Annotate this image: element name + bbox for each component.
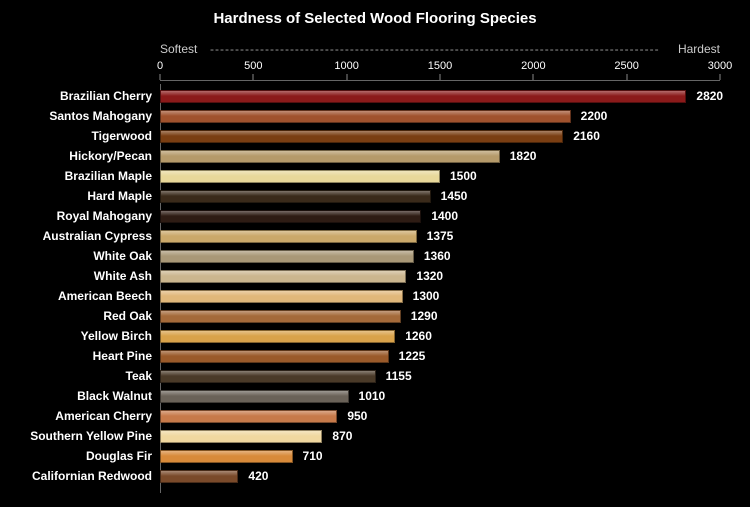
- bar-row: American Beech1300: [160, 288, 720, 305]
- bar-row: Australian Cypress1375: [160, 228, 720, 245]
- bar-row: Heart Pine1225: [160, 348, 720, 365]
- bar: [160, 90, 686, 103]
- scale-label-softest: Softest: [160, 42, 197, 56]
- bar: [160, 290, 403, 303]
- bar-row: Southern Yellow Pine870: [160, 428, 720, 445]
- category-label: Hard Maple: [87, 188, 152, 205]
- category-label: Southern Yellow Pine: [30, 428, 152, 445]
- bar: [160, 310, 401, 323]
- bar-row: Yellow Birch1260: [160, 328, 720, 345]
- bar: [160, 430, 322, 443]
- value-label: 2820: [696, 88, 723, 105]
- bar-row: Brazilian Maple1500: [160, 168, 720, 185]
- bar-row: Hard Maple1450: [160, 188, 720, 205]
- value-label: 1400: [431, 208, 458, 225]
- value-label: 2160: [573, 128, 600, 145]
- bar: [160, 330, 395, 343]
- value-label: 1290: [411, 308, 438, 325]
- value-label: 1320: [416, 268, 443, 285]
- bar-row: Douglas Fir710: [160, 448, 720, 465]
- plot-area: Brazilian Cherry2820 Santos Mahogany2200 T…: [160, 84, 720, 493]
- category-label: Hickory/Pecan: [69, 148, 152, 165]
- value-label: 870: [332, 428, 352, 445]
- bar-row: Hickory/Pecan1820: [160, 148, 720, 165]
- category-label: Black Walnut: [77, 388, 152, 405]
- x-axis-line: [160, 80, 720, 81]
- bar: [160, 230, 417, 243]
- category-label: Santos Mahogany: [49, 108, 152, 125]
- category-label: Yellow Birch: [81, 328, 152, 345]
- bar-row: Black Walnut1010: [160, 388, 720, 405]
- x-tick-label: 1000: [334, 60, 358, 72]
- category-label: Royal Mahogany: [57, 208, 152, 225]
- bar-row: Californian Redwood420: [160, 468, 720, 485]
- scale-label-hardest: Hardest: [678, 42, 720, 56]
- category-label: Brazilian Cherry: [60, 88, 152, 105]
- bar: [160, 110, 571, 123]
- category-label: Red Oak: [103, 308, 152, 325]
- bar: [160, 190, 431, 203]
- bar-row: Santos Mahogany2200: [160, 108, 720, 125]
- bar: [160, 450, 293, 463]
- category-label: American Beech: [58, 288, 152, 305]
- x-tick-label: 1500: [428, 60, 452, 72]
- x-tick-label: 500: [244, 60, 262, 72]
- value-label: 1500: [450, 168, 477, 185]
- bar-row: Teak1155: [160, 368, 720, 385]
- value-label: 1225: [399, 348, 426, 365]
- bar-row: American Cherry950: [160, 408, 720, 425]
- category-label: Douglas Fir: [86, 448, 152, 465]
- bar: [160, 270, 406, 283]
- value-label: 1300: [413, 288, 440, 305]
- bar: [160, 470, 238, 483]
- category-label: Teak: [126, 368, 152, 385]
- x-tick-label: 2500: [614, 60, 638, 72]
- bar: [160, 250, 414, 263]
- bar-row: Tigerwood2160: [160, 128, 720, 145]
- bar-row: Royal Mahogany1400: [160, 208, 720, 225]
- x-axis: 050010001500200025003000: [160, 60, 720, 78]
- category-label: Brazilian Maple: [65, 168, 152, 185]
- value-label: 1010: [359, 388, 386, 405]
- category-label: American Cherry: [55, 408, 152, 425]
- value-label: 1360: [424, 248, 451, 265]
- x-tick-label: 0: [157, 60, 163, 72]
- value-label: 710: [303, 448, 323, 465]
- bar-row: White Oak1360: [160, 248, 720, 265]
- x-tick-label: 3000: [708, 60, 732, 72]
- category-label: White Oak: [93, 248, 152, 265]
- value-label: 420: [248, 468, 268, 485]
- category-label: White Ash: [94, 268, 152, 285]
- chart-title: Hardness of Selected Wood Flooring Speci…: [0, 10, 750, 27]
- value-label: 2200: [581, 108, 608, 125]
- value-label: 1820: [510, 148, 537, 165]
- bar: [160, 150, 500, 163]
- value-label: 1375: [427, 228, 454, 245]
- value-label: 950: [347, 408, 367, 425]
- bar: [160, 130, 563, 143]
- bar: [160, 350, 389, 363]
- x-tick-label: 2000: [521, 60, 545, 72]
- category-label: Australian Cypress: [43, 228, 152, 245]
- bar: [160, 170, 440, 183]
- bar: [160, 210, 421, 223]
- bar-row: White Ash1320: [160, 268, 720, 285]
- scale-dashes: ----------------------------------------…: [210, 42, 660, 56]
- bar: [160, 410, 337, 423]
- value-label: 1450: [441, 188, 468, 205]
- value-label: 1260: [405, 328, 432, 345]
- value-label: 1155: [386, 368, 412, 385]
- bar: [160, 370, 376, 383]
- bar: [160, 390, 349, 403]
- bar-row: Brazilian Cherry2820: [160, 88, 720, 105]
- category-label: Tigerwood: [92, 128, 152, 145]
- category-label: Heart Pine: [93, 348, 152, 365]
- category-label: Californian Redwood: [32, 468, 152, 485]
- hardness-chart: Hardness of Selected Wood Flooring Speci…: [0, 0, 750, 507]
- bar-row: Red Oak1290: [160, 308, 720, 325]
